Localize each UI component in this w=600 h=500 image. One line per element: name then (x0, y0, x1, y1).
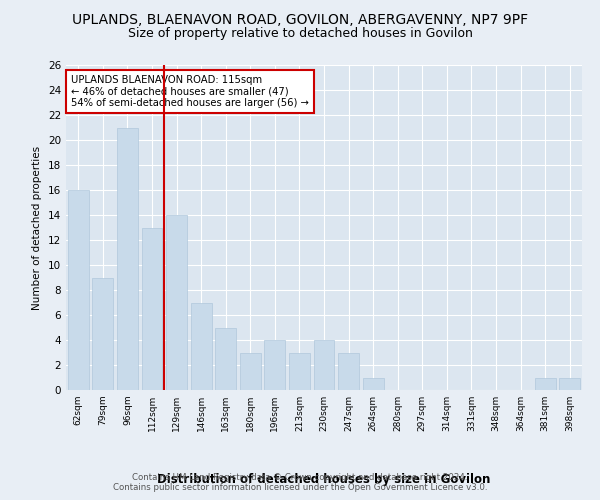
Bar (535, 378, 556, 390)
Bar (166, 215, 187, 390)
Bar (338, 352, 359, 390)
Bar (314, 340, 334, 390)
Bar (289, 352, 310, 390)
Y-axis label: Number of detached properties: Number of detached properties (32, 146, 43, 310)
Bar (68, 190, 89, 390)
Bar (117, 128, 138, 390)
Text: Contains HM Land Registry data © Crown copyright and database right 2024.
Contai: Contains HM Land Registry data © Crown c… (113, 473, 487, 492)
Text: UPLANDS BLAENAVON ROAD: 115sqm
← 46% of detached houses are smaller (47)
54% of : UPLANDS BLAENAVON ROAD: 115sqm ← 46% of … (71, 74, 309, 108)
Bar (362, 378, 383, 390)
Text: UPLANDS, BLAENAVON ROAD, GOVILON, ABERGAVENNY, NP7 9PF: UPLANDS, BLAENAVON ROAD, GOVILON, ABERGA… (72, 12, 528, 26)
Bar (265, 340, 286, 390)
Bar (559, 378, 580, 390)
Bar (240, 352, 261, 390)
Bar (92, 278, 113, 390)
Bar (142, 228, 163, 390)
X-axis label: Distribution of detached houses by size in Govilon: Distribution of detached houses by size … (157, 473, 491, 486)
Bar (191, 302, 212, 390)
Bar (215, 328, 236, 390)
Text: Size of property relative to detached houses in Govilon: Size of property relative to detached ho… (128, 28, 472, 40)
